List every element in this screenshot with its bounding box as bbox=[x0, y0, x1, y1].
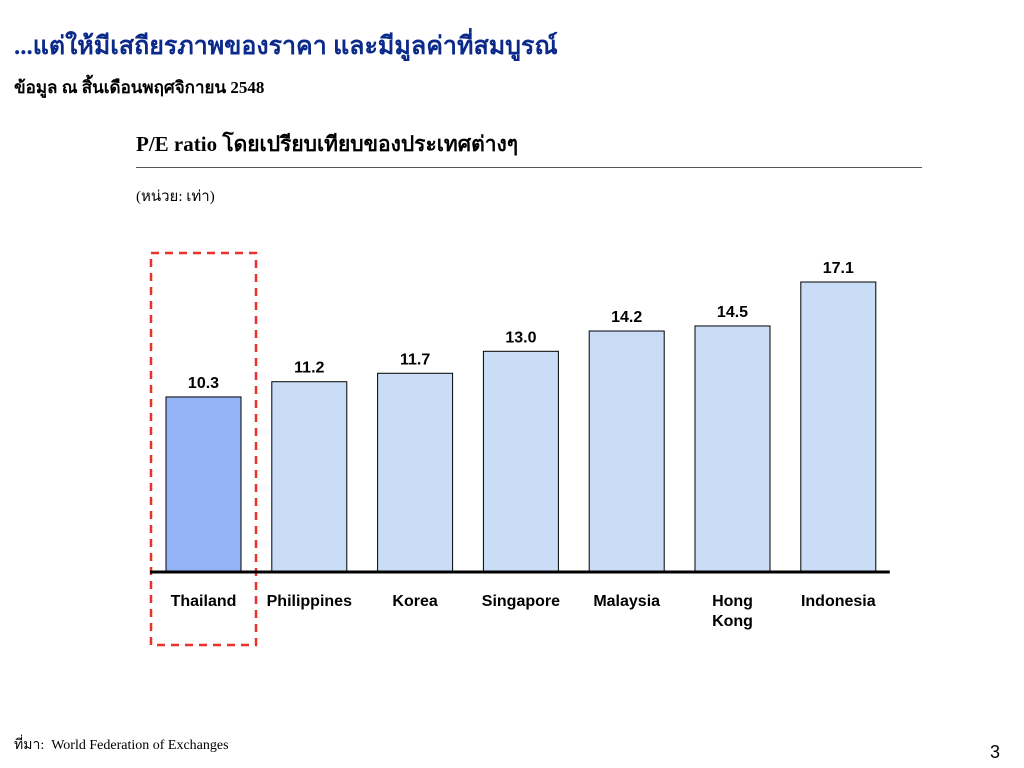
data-label: 17.1 bbox=[823, 260, 854, 277]
data-label: 13.0 bbox=[505, 329, 536, 346]
category-label: Philippines bbox=[267, 593, 352, 610]
category-label: Indonesia bbox=[801, 593, 876, 610]
data-label: 14.5 bbox=[717, 304, 748, 321]
bar-philippines bbox=[271, 381, 348, 572]
highlight-box bbox=[149, 251, 258, 647]
bar-indonesia bbox=[800, 281, 877, 572]
data-label: 11.2 bbox=[294, 360, 324, 377]
source-text: World Federation of Exchanges bbox=[51, 738, 229, 753]
bar-malaysia bbox=[588, 330, 665, 572]
source-note: ที่มา: World Federation of Exchanges bbox=[14, 734, 229, 756]
bar-hong-kong bbox=[694, 325, 771, 572]
category-label: Singapore bbox=[482, 593, 560, 610]
category-label: Hong Kong bbox=[712, 593, 753, 630]
chart-title: P/E ratio โดยเปรียบเทียบของประเทศต่างๆ bbox=[136, 132, 519, 156]
data-label: 10.3 bbox=[188, 375, 219, 392]
category-label: Malaysia bbox=[593, 593, 660, 610]
source-label: ที่มา: bbox=[14, 738, 45, 753]
bar-thailand bbox=[165, 396, 242, 572]
category-label: Thailand bbox=[171, 593, 237, 610]
bar-korea bbox=[377, 372, 454, 572]
data-label: 14.2 bbox=[611, 309, 642, 326]
slide-subtitle: ข้อมูล ณ สิ้นเดือนพฤศจิกายน 2548 bbox=[14, 78, 265, 97]
data-label: 11.7 bbox=[400, 351, 430, 368]
slide-title: ...แต่ให้มีเสถียรภาพของราคา และมีมูลค่าท… bbox=[14, 33, 558, 60]
category-label: Korea bbox=[392, 593, 437, 610]
unit-label: (หน่วย: เท่า) bbox=[136, 189, 215, 205]
title-divider bbox=[136, 167, 922, 168]
bar-singapore bbox=[482, 350, 559, 572]
page-number: 3 bbox=[989, 742, 1000, 762]
